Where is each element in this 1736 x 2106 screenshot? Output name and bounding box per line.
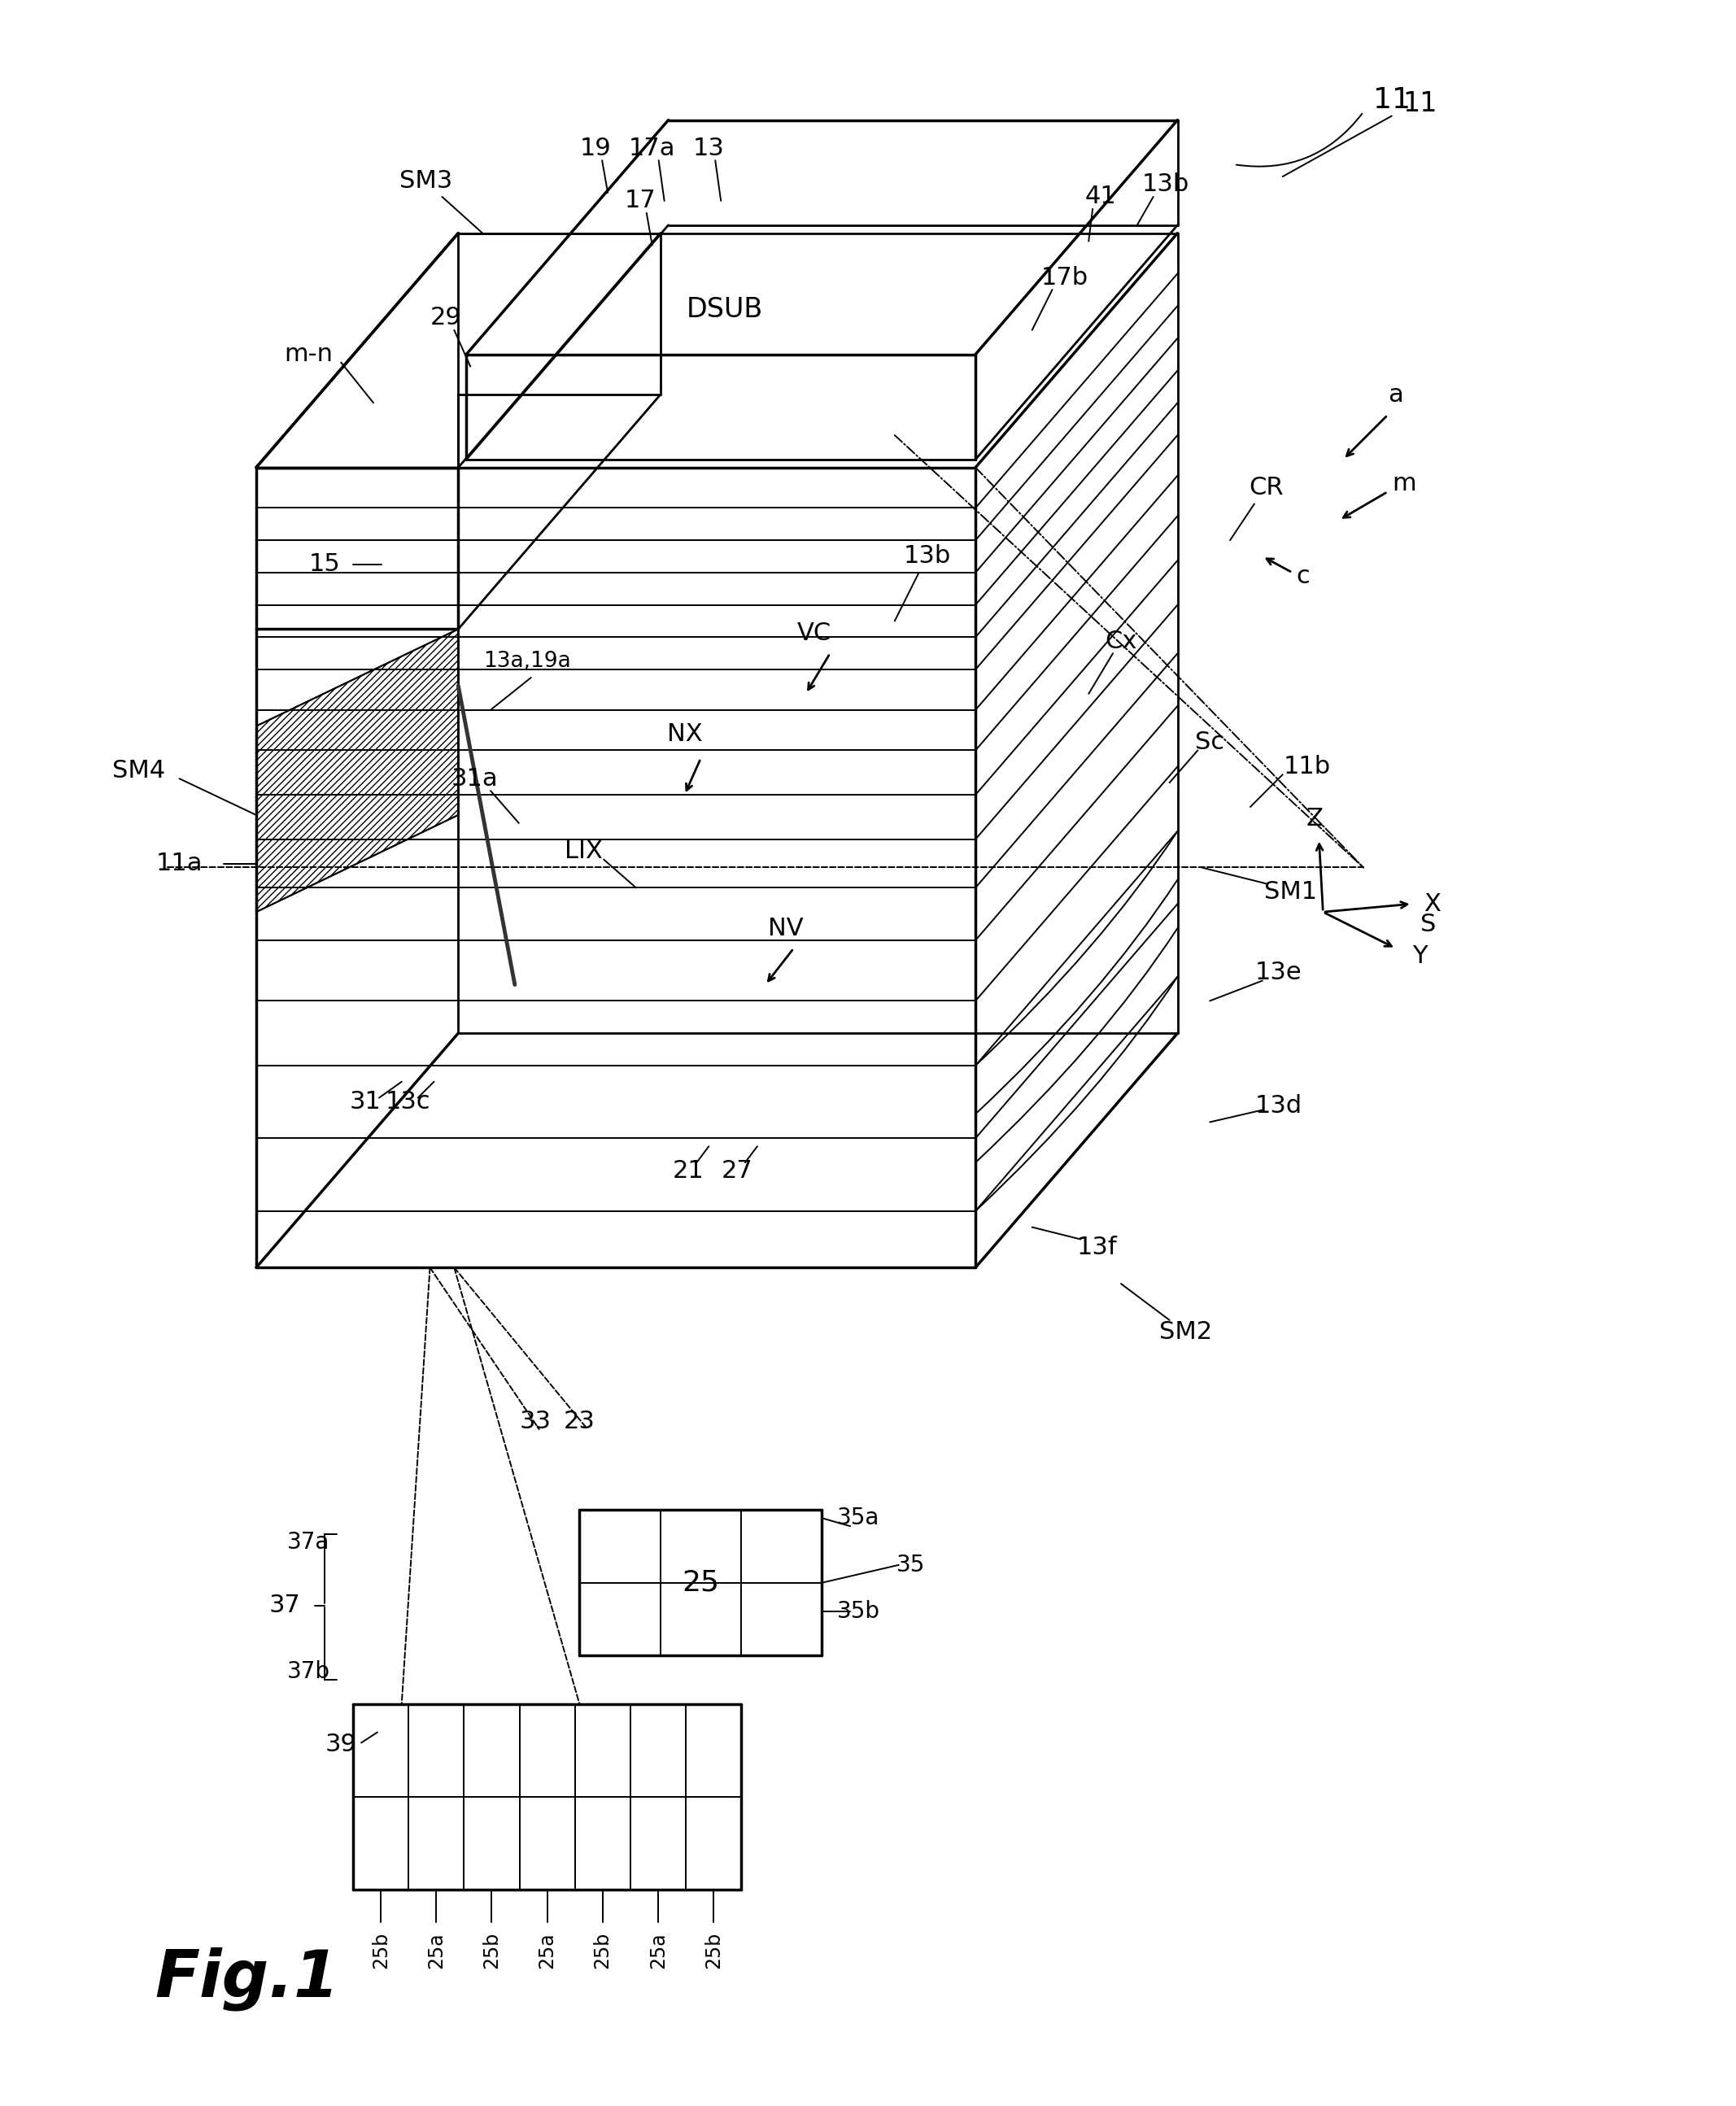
Text: 11a: 11a bbox=[156, 851, 203, 876]
Text: 19: 19 bbox=[580, 137, 611, 160]
Text: 31: 31 bbox=[349, 1091, 382, 1114]
Text: NV: NV bbox=[767, 916, 804, 939]
Text: 31a: 31a bbox=[451, 767, 498, 790]
Text: 35a: 35a bbox=[837, 1506, 880, 1529]
Text: SM1: SM1 bbox=[1264, 880, 1318, 903]
Text: 37b: 37b bbox=[286, 1660, 330, 1683]
Text: X: X bbox=[1424, 893, 1441, 916]
Text: 11b: 11b bbox=[1283, 754, 1330, 779]
Text: 37: 37 bbox=[269, 1594, 300, 1617]
Text: SM3: SM3 bbox=[399, 168, 453, 192]
Text: 17b: 17b bbox=[1042, 265, 1088, 289]
Text: Fig.1: Fig.1 bbox=[155, 1946, 340, 2011]
Text: LIX: LIX bbox=[564, 840, 602, 863]
Text: a: a bbox=[1389, 383, 1403, 406]
Text: 17: 17 bbox=[625, 190, 656, 213]
Text: 39: 39 bbox=[325, 1733, 358, 1756]
Text: 15: 15 bbox=[309, 552, 340, 577]
Text: 13e: 13e bbox=[1255, 960, 1302, 984]
Text: 23: 23 bbox=[564, 1409, 595, 1432]
Text: 35b: 35b bbox=[837, 1601, 880, 1622]
Text: 13a,19a: 13a,19a bbox=[483, 651, 571, 672]
Text: S: S bbox=[1420, 912, 1436, 935]
Text: 25b: 25b bbox=[703, 1931, 724, 1969]
Text: Z: Z bbox=[1307, 807, 1323, 832]
Text: 25: 25 bbox=[682, 1569, 719, 1596]
Text: SM4: SM4 bbox=[113, 758, 165, 781]
Text: 25a: 25a bbox=[538, 1933, 557, 1969]
Text: m: m bbox=[1392, 472, 1417, 495]
Text: 25a: 25a bbox=[648, 1933, 668, 1969]
Text: 27: 27 bbox=[722, 1158, 753, 1181]
Text: 13b: 13b bbox=[903, 545, 951, 569]
Text: m-n: m-n bbox=[285, 343, 333, 366]
Text: 25b: 25b bbox=[372, 1931, 391, 1969]
Text: 25b: 25b bbox=[592, 1931, 613, 1969]
Text: DSUB: DSUB bbox=[687, 297, 764, 324]
Text: 13: 13 bbox=[693, 137, 724, 160]
Text: 13d: 13d bbox=[1255, 1095, 1302, 1118]
Text: 33: 33 bbox=[519, 1409, 550, 1432]
Text: 13f: 13f bbox=[1076, 1236, 1116, 1259]
Text: 11: 11 bbox=[1373, 86, 1410, 114]
Text: 41: 41 bbox=[1085, 185, 1116, 208]
Text: Y: Y bbox=[1413, 946, 1427, 969]
Text: 17a: 17a bbox=[628, 137, 675, 160]
Text: Sc: Sc bbox=[1194, 731, 1224, 754]
Text: CR: CR bbox=[1250, 476, 1285, 499]
Text: 37a: 37a bbox=[288, 1531, 330, 1554]
Text: 11: 11 bbox=[1403, 91, 1437, 118]
Text: 13b: 13b bbox=[1142, 173, 1189, 196]
Text: 35: 35 bbox=[896, 1554, 925, 1577]
Text: 21: 21 bbox=[674, 1158, 705, 1181]
Text: c: c bbox=[1297, 564, 1309, 588]
Text: 13c: 13c bbox=[385, 1091, 431, 1114]
Text: NX: NX bbox=[667, 722, 703, 746]
Text: VC: VC bbox=[797, 621, 832, 644]
Text: Cx: Cx bbox=[1104, 630, 1137, 653]
Text: SM2: SM2 bbox=[1160, 1320, 1212, 1344]
Text: 25b: 25b bbox=[483, 1931, 502, 1969]
Text: 25a: 25a bbox=[427, 1933, 446, 1969]
Text: 29: 29 bbox=[431, 305, 462, 331]
